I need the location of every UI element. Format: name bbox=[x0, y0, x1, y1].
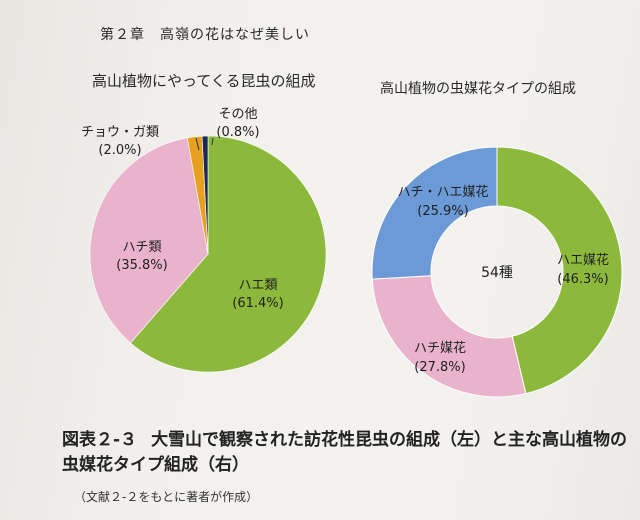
donut-value-label-1: (27.8%) bbox=[414, 360, 465, 375]
pie-slice-0 bbox=[130, 135, 327, 373]
right-chart-title: 高山植物の虫媒花タイプの組成 bbox=[380, 81, 576, 97]
donut-label-2: ハチ・ハエ媒花 bbox=[397, 184, 488, 200]
pie-label-1: ハチ類 bbox=[122, 240, 161, 255]
left-chart-title: 高山植物にやってくる昆虫の組成 bbox=[92, 72, 316, 90]
donut-value-label-0: (46.3%) bbox=[557, 272, 608, 287]
leader-line-butterfly bbox=[195, 137, 200, 151]
pie-label-0: ハエ類 bbox=[238, 278, 277, 293]
donut-label-1: ハチ媒花 bbox=[414, 340, 466, 356]
pie-slice-1 bbox=[89, 137, 209, 344]
pie-slice-3 bbox=[201, 135, 209, 255]
donut-slice-0 bbox=[496, 146, 623, 395]
figure-caption-text: 大雪山で観察された訪花性昆虫の組成（左）と主な高山植物の虫媒花タイプ組成（右） bbox=[62, 430, 628, 475]
pie-label-3: その他 bbox=[218, 107, 257, 122]
chapter-heading: 第２章 高嶺の花はなぜ美しい bbox=[100, 27, 310, 43]
donut-center-label: 54種 bbox=[481, 265, 513, 281]
source-note: （文献２-２をもとに著者が作成） bbox=[74, 490, 259, 504]
donut-slice-1 bbox=[371, 275, 527, 398]
pie-value-label-2: (2.0%) bbox=[98, 143, 141, 158]
figure-number: 図表２-３ bbox=[62, 430, 138, 450]
leader-line-other bbox=[211, 137, 214, 146]
donut-value-label-2: (25.9%) bbox=[417, 204, 468, 219]
pie-value-label-0: (61.4%) bbox=[232, 296, 283, 311]
pie-label-2: チョウ・ガ類 bbox=[81, 125, 159, 140]
pie-value-label-1: (35.8%) bbox=[116, 258, 167, 273]
figure-caption: 図表２-３ 大雪山で観察された訪花性昆虫の組成（左）と主な高山植物の虫媒花タイプ組… bbox=[62, 428, 632, 478]
donut-label-0: ハエ媒花 bbox=[557, 252, 609, 268]
donut-slice-2 bbox=[371, 146, 498, 280]
pie-value-label-3: (0.8%) bbox=[216, 125, 259, 140]
